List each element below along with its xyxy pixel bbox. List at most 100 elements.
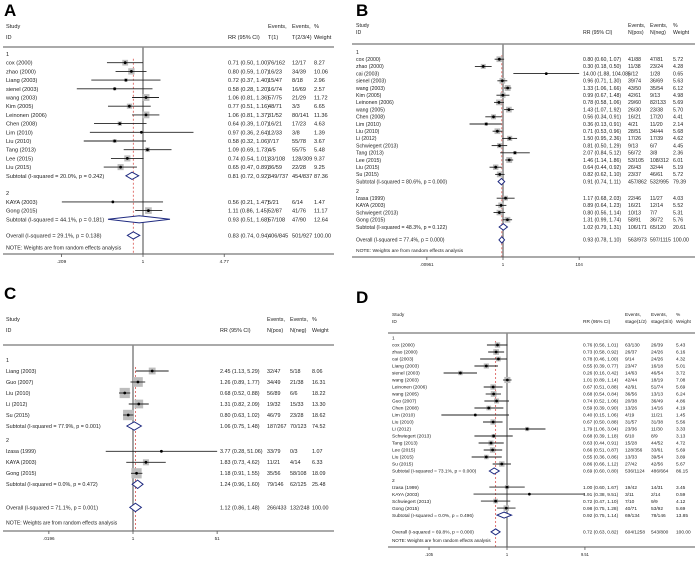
study-events-2: 2/14 bbox=[651, 492, 661, 498]
study-events-1: 41/88 bbox=[628, 57, 641, 63]
subtotal-name: Subtotal (I-squared = 44.1%, p = 0.181) bbox=[6, 217, 104, 223]
study-rr-ci: 0.64 (0.44, 0.92) bbox=[583, 165, 621, 171]
study-weight: 2.57 bbox=[314, 87, 325, 93]
study-point-estimate bbox=[499, 203, 503, 207]
study-rr-ci: 0.55 (0.36, 0.86) bbox=[583, 455, 619, 461]
subtotal-name: Subtotal (I-squared = 77.9%, p = 0.001) bbox=[6, 424, 101, 430]
study-events-2: 21/29 bbox=[292, 95, 306, 101]
study-events-2: 14/16 bbox=[651, 406, 663, 412]
header-events-2-group: T(2/3/4) bbox=[292, 35, 312, 41]
study-name: cai (2003) bbox=[356, 71, 379, 77]
study-events-2: 39/54 bbox=[651, 455, 663, 461]
study-events-2: 108/312 bbox=[650, 158, 669, 164]
study-events-2: 11/20 bbox=[650, 122, 663, 128]
study-point-estimate bbox=[484, 455, 488, 459]
study-rr-ci: 0.67 (0.50, 0.88) bbox=[583, 420, 619, 426]
study-events-1: 40/71 bbox=[625, 506, 637, 512]
study-events-2: 58/108 bbox=[290, 471, 307, 477]
study-events-1: 39/74 bbox=[628, 79, 641, 85]
group-label: 1 bbox=[6, 52, 9, 58]
study-name: Gong (2015) bbox=[6, 471, 36, 477]
study-events-2: 51/74 bbox=[651, 385, 663, 391]
study-events-2: 33/61 bbox=[651, 448, 663, 454]
study-weight: 11.72 bbox=[314, 95, 328, 101]
study-point-estimate bbox=[159, 449, 163, 453]
study-events-1: 7/10 bbox=[625, 499, 635, 505]
study-point-estimate bbox=[506, 86, 510, 90]
study-events-1: 43/50 bbox=[628, 86, 641, 92]
study-weight: 0.59 bbox=[676, 492, 686, 498]
x-tick-label: 104 bbox=[575, 262, 583, 267]
study-rr-ci: 1.06 (0.81, 1.36) bbox=[228, 95, 269, 101]
study-events-1: 23/36 bbox=[625, 427, 637, 433]
group-label: 2 bbox=[6, 191, 9, 197]
subtotal-rr-ci: 0.93 (0.51, 1.68) bbox=[228, 217, 269, 223]
study-events-1: 17/26 bbox=[628, 136, 641, 142]
study-rr-ci: 1.00 (0.60, 1.67) bbox=[583, 485, 619, 491]
study-events-1: 33/108 bbox=[268, 156, 285, 162]
study-weight: 18.62 bbox=[312, 413, 326, 419]
study-rr-ci: 1.91 (0.38, 9.51) bbox=[583, 492, 619, 498]
study-name: Liang (2003) bbox=[6, 369, 36, 375]
study-events-1: 16/21 bbox=[628, 115, 641, 121]
study-weight: 5.63 bbox=[673, 79, 683, 85]
study-weight: 11.36 bbox=[314, 113, 328, 119]
header-weight-pct: % bbox=[673, 23, 678, 29]
group-label: 1 bbox=[392, 336, 395, 342]
study-name: Li (2012) bbox=[392, 427, 411, 433]
study-events-2: 46/54 bbox=[651, 371, 663, 377]
study-point-estimate bbox=[118, 122, 122, 125]
study-events-2: 80/141 bbox=[292, 113, 309, 119]
study-rr-ci: 0.82 (0.62, 1.10) bbox=[583, 172, 621, 178]
study-weight: 1.47 bbox=[314, 200, 325, 206]
study-events-1: 27/42 bbox=[625, 462, 637, 468]
study-name: Su (2015) bbox=[6, 413, 30, 419]
study-events-1: 28/51 bbox=[628, 129, 641, 135]
study-name: KAYA (2003) bbox=[6, 460, 37, 466]
study-events-1: 36/56 bbox=[625, 392, 637, 398]
study-name: Leinonen (2006) bbox=[6, 113, 47, 119]
study-point-estimate bbox=[513, 151, 517, 155]
study-rr-ci: 14.00 (1.88, 104.08) bbox=[583, 71, 630, 77]
study-rr-ci: 0.71 (0.50, 1.00) bbox=[228, 61, 269, 67]
subtotal-weight: 87.36 bbox=[314, 174, 328, 180]
study-rr-ci: 1.31 (0.99, 1.74) bbox=[583, 218, 621, 224]
overall-diamond bbox=[490, 528, 502, 536]
study-weight: 13.30 bbox=[312, 402, 326, 408]
subtotal-diamond bbox=[495, 511, 513, 519]
study-events-1: 9/14 bbox=[625, 357, 635, 363]
overall-weight: 100.00 bbox=[312, 505, 329, 511]
study-weight: 9.37 bbox=[314, 156, 325, 162]
study-weight: 4.98 bbox=[673, 93, 683, 99]
study-events-1: 31/57 bbox=[625, 420, 637, 426]
header-events-2: Events, bbox=[292, 24, 311, 30]
study-weight: 5.69 bbox=[676, 506, 686, 512]
overall-events-2: 597/1115 bbox=[650, 238, 671, 244]
study-events-1: 16/21 bbox=[628, 203, 641, 209]
study-events-2: 13/13 bbox=[651, 392, 663, 398]
study-name: Lee (2015) bbox=[392, 448, 416, 454]
study-point-estimate bbox=[544, 72, 548, 75]
group-label: 1 bbox=[356, 50, 359, 56]
study-name: zhao (2000) bbox=[6, 69, 36, 75]
study-name: Kim (2005) bbox=[6, 104, 33, 110]
study-name: cox (2000) bbox=[392, 343, 415, 349]
study-name: Gong (2015) bbox=[392, 506, 419, 512]
study-rr-ci: 1.46 (1.14, 1.86) bbox=[583, 158, 621, 164]
study-rr-ci: 0.59 (0.39, 0.90) bbox=[583, 406, 619, 412]
study-weight: 5.69 bbox=[676, 448, 686, 454]
subtotal-events-2: 47/90 bbox=[292, 217, 306, 223]
study-point-estimate bbox=[458, 371, 462, 375]
study-point-estimate bbox=[492, 392, 496, 396]
subtotal-name: Subtotal (I-squared = 48.3%, p = 0.122) bbox=[356, 225, 447, 231]
study-events-2: 14/31 bbox=[651, 485, 663, 491]
study-weight: 3.45 bbox=[676, 485, 686, 491]
study-name: Liu (2010) bbox=[6, 391, 30, 397]
study-rr-ci: 0.67 (0.51, 0.88) bbox=[583, 385, 619, 391]
study-weight: 4.41 bbox=[673, 115, 683, 121]
study-name: Liu (2010) bbox=[6, 139, 31, 145]
study-point-estimate bbox=[150, 369, 154, 373]
study-point-estimate bbox=[144, 113, 148, 117]
study-point-estimate bbox=[498, 173, 502, 176]
study-rr-ci: 0.97 (0.36, 2.64) bbox=[228, 130, 269, 136]
